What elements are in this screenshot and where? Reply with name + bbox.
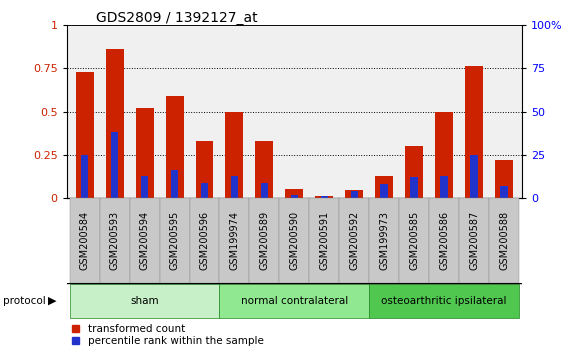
Bar	[495, 160, 513, 198]
Bar	[106, 49, 124, 198]
Bar	[429, 198, 459, 283]
Bar	[440, 176, 448, 198]
Text: osteoarthritic ipsilateral: osteoarthritic ipsilateral	[382, 296, 507, 306]
Text: GSM200594: GSM200594	[140, 211, 150, 270]
Text: GSM200584: GSM200584	[79, 211, 90, 270]
Bar	[165, 96, 183, 198]
Bar	[316, 196, 334, 198]
Bar	[171, 171, 178, 198]
Bar	[70, 284, 219, 318]
Text: GDS2809 / 1392127_at: GDS2809 / 1392127_at	[96, 11, 258, 25]
Bar	[339, 198, 369, 283]
Text: ▶: ▶	[48, 296, 57, 306]
Text: GSM200591: GSM200591	[320, 211, 329, 270]
Bar	[195, 141, 213, 198]
Bar	[345, 190, 363, 198]
Bar	[160, 198, 190, 283]
Bar	[411, 177, 418, 198]
Text: GSM200590: GSM200590	[289, 211, 299, 270]
Text: GSM200589: GSM200589	[259, 211, 269, 270]
Bar	[100, 198, 129, 283]
Bar	[321, 196, 328, 198]
Bar	[380, 184, 388, 198]
Bar	[141, 176, 148, 198]
Bar	[201, 183, 208, 198]
Bar	[136, 108, 154, 198]
Bar	[375, 176, 393, 198]
Bar	[285, 189, 303, 198]
Text: sham: sham	[130, 296, 159, 306]
Bar	[399, 198, 429, 283]
Legend: transformed count, percentile rank within the sample: transformed count, percentile rank withi…	[72, 324, 263, 346]
Bar	[219, 198, 249, 283]
Bar	[249, 198, 280, 283]
Bar	[291, 195, 298, 198]
Bar	[75, 72, 93, 198]
Bar	[260, 183, 268, 198]
Text: GSM199973: GSM199973	[379, 211, 389, 270]
Text: GSM200595: GSM200595	[169, 211, 180, 270]
Bar	[81, 155, 88, 198]
Bar	[190, 198, 219, 283]
Bar	[350, 191, 358, 198]
Bar	[226, 112, 244, 198]
Bar	[369, 198, 399, 283]
Bar	[501, 186, 508, 198]
Bar	[231, 176, 238, 198]
Bar	[465, 67, 483, 198]
Bar	[129, 198, 160, 283]
Bar	[70, 198, 100, 283]
Text: GSM200592: GSM200592	[349, 211, 359, 270]
Text: GSM200596: GSM200596	[200, 211, 209, 270]
Text: GSM200585: GSM200585	[409, 211, 419, 270]
Bar	[219, 284, 369, 318]
Bar	[435, 112, 453, 198]
Text: protocol: protocol	[3, 296, 46, 306]
Bar	[405, 146, 423, 198]
Text: GSM200588: GSM200588	[499, 211, 509, 270]
Text: GSM200586: GSM200586	[439, 211, 449, 270]
Bar	[280, 198, 309, 283]
Bar	[489, 198, 519, 283]
Text: GSM200593: GSM200593	[110, 211, 119, 270]
Bar	[459, 198, 489, 283]
Bar	[470, 155, 478, 198]
Text: GSM200587: GSM200587	[469, 211, 479, 270]
Bar	[255, 141, 273, 198]
Bar	[369, 284, 519, 318]
Text: GSM199974: GSM199974	[230, 211, 240, 270]
Bar	[309, 198, 339, 283]
Text: normal contralateral: normal contralateral	[241, 296, 348, 306]
Bar	[111, 132, 118, 198]
